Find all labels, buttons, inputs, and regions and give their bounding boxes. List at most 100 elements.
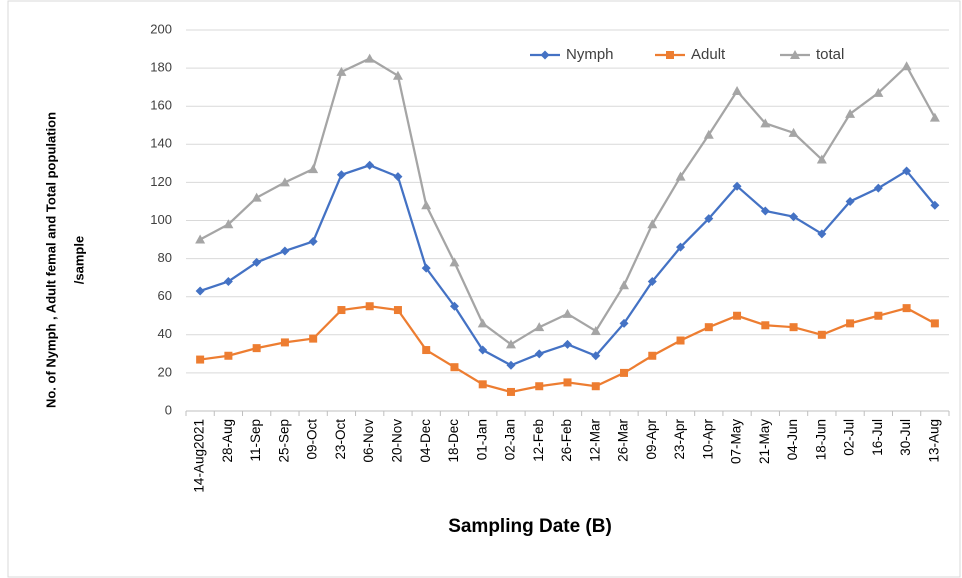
point-marker <box>478 345 488 355</box>
point-marker <box>676 336 685 345</box>
point-marker <box>902 304 911 313</box>
x-tick-label: 09-Oct <box>305 419 320 460</box>
point-marker <box>845 196 855 206</box>
point-marker <box>901 61 912 71</box>
point-marker <box>591 351 601 361</box>
point-marker <box>563 339 572 349</box>
point-marker <box>478 380 487 389</box>
point-marker <box>506 387 515 396</box>
point-marker <box>195 234 206 244</box>
legend-label: Adult <box>691 46 726 63</box>
point-marker <box>534 349 544 359</box>
point-marker <box>676 242 686 252</box>
point-marker <box>761 321 770 330</box>
x-tick-label: 12-Mar <box>587 419 602 462</box>
legend-label: Nymph <box>566 46 614 63</box>
y-tick-label: 20 <box>158 364 172 379</box>
point-marker <box>789 212 799 222</box>
x-tick-label: 20-Nov <box>390 419 405 463</box>
point-marker <box>252 344 261 353</box>
point-marker <box>647 276 657 286</box>
point-marker <box>873 87 884 97</box>
point-marker <box>224 351 233 360</box>
x-tick-label: 01-Jan <box>474 419 489 460</box>
point-marker <box>505 339 516 349</box>
x-tick-label: 18-Jun <box>813 419 828 460</box>
point-marker <box>902 166 912 176</box>
point-marker <box>365 160 375 170</box>
point-marker <box>196 355 205 364</box>
point-marker <box>704 323 713 332</box>
point-marker <box>450 363 459 372</box>
point-marker <box>930 200 940 210</box>
point-marker <box>422 346 431 355</box>
x-tick-label: 07-May <box>729 419 744 464</box>
point-marker <box>421 263 431 273</box>
x-tick-label: 23-Oct <box>333 419 348 460</box>
point-marker <box>279 177 290 187</box>
point-marker <box>563 378 572 387</box>
y-axis-title: No. of Nymph , Adult femal and Total pop… <box>43 112 58 408</box>
y-tick-label: 140 <box>150 136 172 151</box>
point-marker <box>280 338 289 347</box>
point-marker <box>336 66 347 76</box>
y-tick-label: 60 <box>158 288 172 303</box>
point-marker <box>506 360 516 370</box>
point-marker <box>816 154 827 164</box>
point-marker <box>846 319 855 328</box>
point-marker <box>648 351 657 360</box>
x-tick-label: 04-Dec <box>418 419 433 463</box>
point-marker <box>195 286 205 296</box>
point-marker <box>223 219 234 229</box>
point-marker <box>365 302 374 311</box>
point-marker <box>760 118 771 128</box>
x-tick-label: 23-Apr <box>672 419 687 460</box>
legend-marker <box>666 51 674 59</box>
point-marker <box>309 334 318 343</box>
point-marker <box>620 368 629 377</box>
chart-border <box>7 0 961 578</box>
point-marker <box>817 330 826 339</box>
point-marker <box>619 280 630 290</box>
point-marker <box>930 319 939 328</box>
x-tick-label: 06-Nov <box>361 419 376 463</box>
point-marker <box>308 164 319 174</box>
x-tick-label: 25-Sep <box>276 419 291 463</box>
point-marker <box>929 112 940 122</box>
x-tick-label: 11-Sep <box>248 419 263 462</box>
point-marker <box>562 308 573 318</box>
point-marker <box>535 382 544 391</box>
x-tick-label: 30-Jul <box>898 419 913 456</box>
point-marker <box>675 171 686 181</box>
point-marker <box>647 219 658 229</box>
y-tick-label: 0 <box>165 402 172 417</box>
x-tick-label: 16-Jul <box>870 419 885 456</box>
x-tick-label: 04-Jun <box>785 419 800 460</box>
point-marker <box>393 306 402 315</box>
legend-marker <box>540 50 550 60</box>
point-marker <box>449 301 459 311</box>
point-marker <box>704 214 714 224</box>
point-marker <box>336 170 346 180</box>
point-marker <box>308 236 318 246</box>
x-tick-label: 26-Mar <box>616 419 631 462</box>
point-marker <box>252 257 262 267</box>
x-tick-label: 18-Dec <box>446 419 461 463</box>
x-tick-label: 02-Jul <box>842 419 857 456</box>
point-marker <box>534 322 545 332</box>
y-axis-title: /sample <box>71 236 86 284</box>
x-tick-label: 02-Jan <box>503 419 518 460</box>
point-marker <box>817 229 827 239</box>
point-marker <box>760 206 770 216</box>
point-marker <box>591 382 600 391</box>
x-tick-label: 10-Apr <box>700 419 715 460</box>
y-tick-label: 80 <box>158 250 172 265</box>
legend-label: total <box>816 46 844 63</box>
point-marker <box>392 70 403 80</box>
y-tick-label: 120 <box>150 174 172 189</box>
point-marker <box>477 318 488 328</box>
point-marker <box>874 311 883 320</box>
x-tick-label: 14-Aug2021 <box>192 419 207 493</box>
x-tick-label: 09-Apr <box>644 419 659 460</box>
